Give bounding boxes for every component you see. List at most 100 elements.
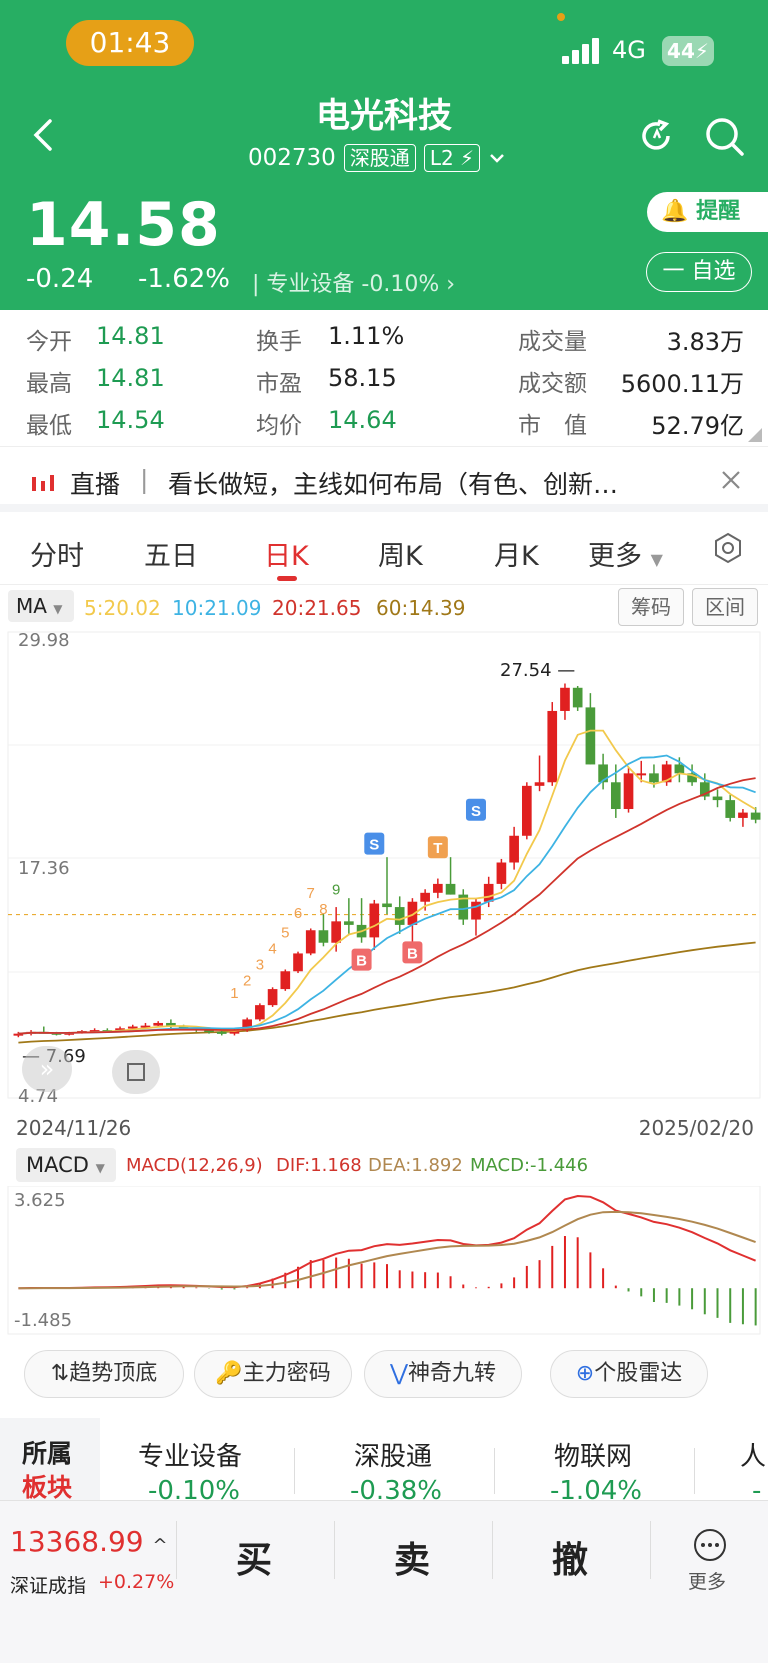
candle-body bbox=[661, 764, 672, 783]
nine-turn-count: 1 bbox=[230, 985, 238, 1002]
sector-item-name[interactable]: 深股通 bbox=[354, 1442, 433, 1472]
sell-signal-badge bbox=[465, 798, 486, 821]
candle-body bbox=[115, 1028, 125, 1031]
macd-axis-bottom: -1.485 bbox=[14, 1310, 73, 1331]
range-button[interactable]: 区间 bbox=[692, 588, 758, 626]
buy-button[interactable]: 买 bbox=[236, 1540, 273, 1581]
battery-icon: 44⚡ bbox=[662, 36, 714, 66]
sector-item-pct: - bbox=[752, 1476, 762, 1500]
live-separator: | bbox=[140, 465, 149, 494]
settings-icon[interactable] bbox=[712, 532, 744, 564]
watchlist-button[interactable]: 一 自选 bbox=[646, 252, 752, 292]
chips-button[interactable]: 筹码 bbox=[618, 588, 684, 626]
candle-body bbox=[407, 901, 418, 925]
end-date: 2025/02/20 bbox=[638, 1116, 754, 1140]
avg-value: 14.64 bbox=[328, 406, 397, 434]
macd-dif: DIF:1.168 bbox=[276, 1155, 362, 1176]
buy-signal-badge bbox=[402, 941, 423, 964]
sector-bar: 所属 板块 专业设备 -0.10% 深股通 -0.38% 物联网 -1.04% … bbox=[0, 1418, 768, 1500]
more-icon[interactable] bbox=[692, 1527, 728, 1563]
tab-intraday[interactable]: 分时 bbox=[30, 541, 84, 572]
candle-body bbox=[433, 883, 443, 893]
sector-item-name[interactable]: 人 bbox=[740, 1442, 767, 1472]
open-label: 今开 bbox=[26, 329, 72, 355]
pe-value: 58.15 bbox=[328, 364, 397, 392]
sell-signal-badge bbox=[364, 832, 385, 855]
divider bbox=[176, 1521, 177, 1579]
index-value[interactable]: 13368.99 ^ bbox=[10, 1525, 168, 1558]
divider bbox=[334, 1521, 335, 1579]
refresh-icon[interactable] bbox=[636, 116, 676, 156]
candle-body bbox=[496, 862, 507, 884]
back-arrow-icon[interactable] bbox=[28, 118, 58, 152]
stock-header: 01:43 4G 44⚡ 电光科技 002730 深股通 L2 ⚡ 14.58 … bbox=[0, 0, 768, 310]
nine-turn-count: 4 bbox=[268, 940, 276, 957]
candle-body bbox=[610, 782, 621, 810]
buy-signal-badge-text: B bbox=[356, 953, 367, 970]
chevron-down-icon[interactable] bbox=[488, 151, 506, 165]
close-icon[interactable] bbox=[720, 469, 742, 491]
candle-body bbox=[331, 921, 341, 943]
candle-body bbox=[140, 1025, 151, 1028]
candle-body bbox=[623, 773, 634, 810]
status-time: 01:43 bbox=[66, 20, 194, 66]
candle-body bbox=[699, 782, 710, 797]
macd-params: MACD(12,26,9) bbox=[126, 1155, 263, 1176]
sector-item-name[interactable]: 专业设备 bbox=[138, 1442, 243, 1472]
stock-radar-button[interactable]: ⊕个股雷达 bbox=[550, 1350, 708, 1398]
candle-body bbox=[674, 764, 685, 774]
candle-body bbox=[394, 907, 405, 925]
y-axis-mid: 17.36 bbox=[18, 858, 70, 879]
amount-label: 成交额 bbox=[518, 371, 587, 397]
candle-body bbox=[483, 883, 494, 902]
magic-nine-button[interactable]: ⋁神奇九转 bbox=[364, 1350, 522, 1398]
main-force-code-button[interactable]: 🔑主力密码 bbox=[194, 1350, 352, 1398]
tab-five-day[interactable]: 五日 bbox=[144, 541, 198, 572]
sector-item-name[interactable]: 物联网 bbox=[554, 1442, 633, 1472]
ma-selector[interactable]: MA ▼ bbox=[8, 590, 74, 622]
candle-body bbox=[242, 1019, 252, 1031]
live-banner[interactable]: 直播 | 看长做短，主线如何布局（有色、创新… bbox=[0, 446, 768, 512]
sector-link[interactable]: | 专业设备 -0.10% › bbox=[252, 272, 456, 297]
pe-label: 市盈 bbox=[256, 371, 302, 397]
turnover-value: 1.11% bbox=[328, 322, 405, 350]
expand-corner-icon[interactable] bbox=[748, 428, 762, 442]
candle-body bbox=[509, 835, 519, 863]
sector-item-pct: -0.38% bbox=[350, 1476, 442, 1500]
tab-weekly-k[interactable]: 周K bbox=[378, 541, 423, 572]
mcap-label: 市 值 bbox=[518, 413, 587, 439]
macd-selector[interactable]: MACD ▼ bbox=[16, 1148, 116, 1182]
ma5-value: 5:20.02 bbox=[84, 596, 161, 620]
candle-body bbox=[127, 1026, 138, 1029]
search-icon[interactable] bbox=[704, 116, 746, 158]
sell-button[interactable]: 卖 bbox=[394, 1540, 431, 1581]
expand-left-icon[interactable]: » bbox=[22, 1046, 72, 1092]
nine-turn-count: 5 bbox=[281, 924, 289, 941]
remind-button[interactable]: 🔔 提醒 bbox=[647, 192, 768, 232]
candle-body bbox=[598, 764, 608, 783]
nine-turn-count: 2 bbox=[243, 973, 251, 990]
trend-top-bottom-button[interactable]: ⇅趋势顶底 bbox=[24, 1350, 184, 1398]
macd-chart[interactable] bbox=[0, 1186, 768, 1336]
fullscreen-icon[interactable] bbox=[112, 1050, 160, 1094]
tab-monthly-k[interactable]: 月K bbox=[494, 541, 539, 572]
tab-more[interactable]: 更多 ▼ bbox=[588, 541, 663, 572]
low-value: 14.54 bbox=[96, 406, 165, 434]
divider bbox=[494, 1448, 495, 1494]
candle-body bbox=[166, 1022, 176, 1027]
candle-body bbox=[458, 894, 469, 920]
sector-item-pct: -1.04% bbox=[550, 1476, 642, 1500]
stock-code-row[interactable]: 002730 深股通 L2 ⚡ bbox=[248, 144, 506, 172]
tab-daily-k[interactable]: 日K bbox=[264, 541, 309, 572]
stock-name: 电光科技 bbox=[316, 96, 452, 136]
sector-item-pct: -0.10% bbox=[148, 1476, 240, 1500]
candle-body bbox=[471, 901, 481, 920]
candle-body bbox=[229, 1030, 240, 1034]
index-name: 深证成指 bbox=[10, 1575, 87, 1597]
sell-signal-badge-text: S bbox=[471, 803, 481, 820]
cancel-order-button[interactable]: 撤 bbox=[552, 1540, 589, 1581]
high-value: 14.81 bbox=[96, 364, 165, 392]
ma20-value: 20:21.65 bbox=[272, 596, 362, 620]
candle-body bbox=[255, 1005, 265, 1020]
